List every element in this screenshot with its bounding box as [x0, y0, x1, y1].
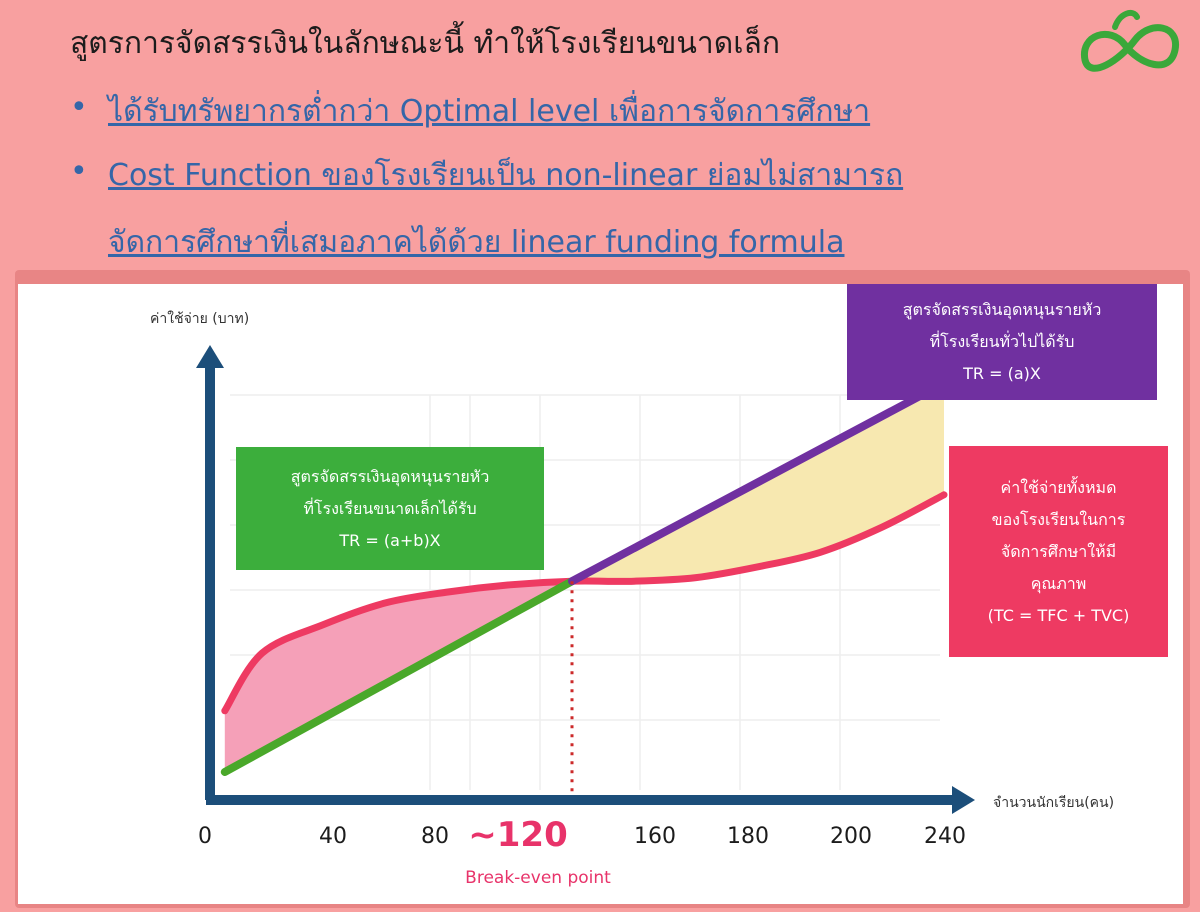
box-line: สูตรจัดสรรเงินอุดหนุนรายหัว — [902, 300, 1102, 319]
box-line: ของโรงเรียนในการ — [991, 509, 1126, 529]
green-swirl-logo-icon — [1081, 9, 1179, 72]
break-even-caption: Break-even point — [465, 868, 611, 888]
box-line: ที่โรงเรียนทั่วไปได้รับ — [929, 332, 1075, 351]
small-school-formula-box: สูตรจัดสรรเงินอุดหนุนรายหัว ที่โรงเรียนข… — [236, 447, 544, 570]
box-line: คุณภาพ — [1030, 573, 1087, 593]
x-tick-label: 40 — [319, 824, 347, 849]
box-line: จัดการศึกษาให้มี — [1000, 541, 1117, 561]
box-line: TR = (a)X — [963, 364, 1041, 383]
x-tick-label: 240 — [924, 824, 966, 849]
x-tick-label: 0 — [198, 824, 212, 849]
total-cost-box: ค่าใช้จ่ายทั้งหมด ของโรงเรียนในการ จัดกา… — [949, 446, 1168, 657]
box-line: ที่โรงเรียนขนาดเล็กได้รับ — [303, 498, 477, 518]
x-tick-labels: 0 40 80 160 180 200 240 — [198, 824, 966, 849]
bullet-text-2-line-2: จัดการศึกษาที่เสมอภาคได้ด้วย linear fund… — [108, 225, 845, 260]
box-line: ค่าใช้จ่ายทั้งหมด — [1000, 477, 1117, 497]
slide-header: สูตรการจัดสรรเงินในลักษณะนี้ ทำให้โรงเรี… — [0, 0, 1200, 270]
box-line: (TC = TFC + TVC) — [987, 605, 1130, 625]
x-tick-label: 80 — [421, 824, 449, 849]
bullet-text-2-line-1: Cost Function ของโรงเรียนเป็น non-linear… — [108, 158, 904, 193]
x-axis-label: จำนวนนักเรียน(คน) — [993, 795, 1114, 811]
bullet-text-1: ได้รับทรัพยากรต่ำกว่า Optimal level เพื่… — [108, 94, 871, 129]
break-even-value: ~120 — [468, 815, 567, 855]
small-school-revenue-line — [220, 577, 576, 776]
x-tick-label: 200 — [830, 824, 872, 849]
general-school-revenue-line — [568, 379, 948, 586]
box-line: TR = (a+b)X — [339, 530, 441, 550]
slide-title: สูตรการจัดสรรเงินในลักษณะนี้ ทำให้โรงเรี… — [70, 26, 781, 61]
y-axis-label: ค่าใช้จ่าย (บาท) — [150, 310, 249, 327]
box-line: สูตรจัดสรรเงินอุดหนุนรายหัว — [290, 466, 490, 486]
general-school-formula-box: สูตรจัดสรรเงินอุดหนุนรายหัว ที่โรงเรียนท… — [847, 284, 1157, 400]
x-axis-arrow-icon — [952, 786, 975, 814]
x-tick-label: 160 — [634, 824, 676, 849]
bullet-marker: • — [70, 154, 88, 189]
y-axis-arrow-icon — [196, 345, 224, 368]
x-tick-label: 180 — [727, 824, 769, 849]
bullet-marker: • — [70, 90, 88, 125]
